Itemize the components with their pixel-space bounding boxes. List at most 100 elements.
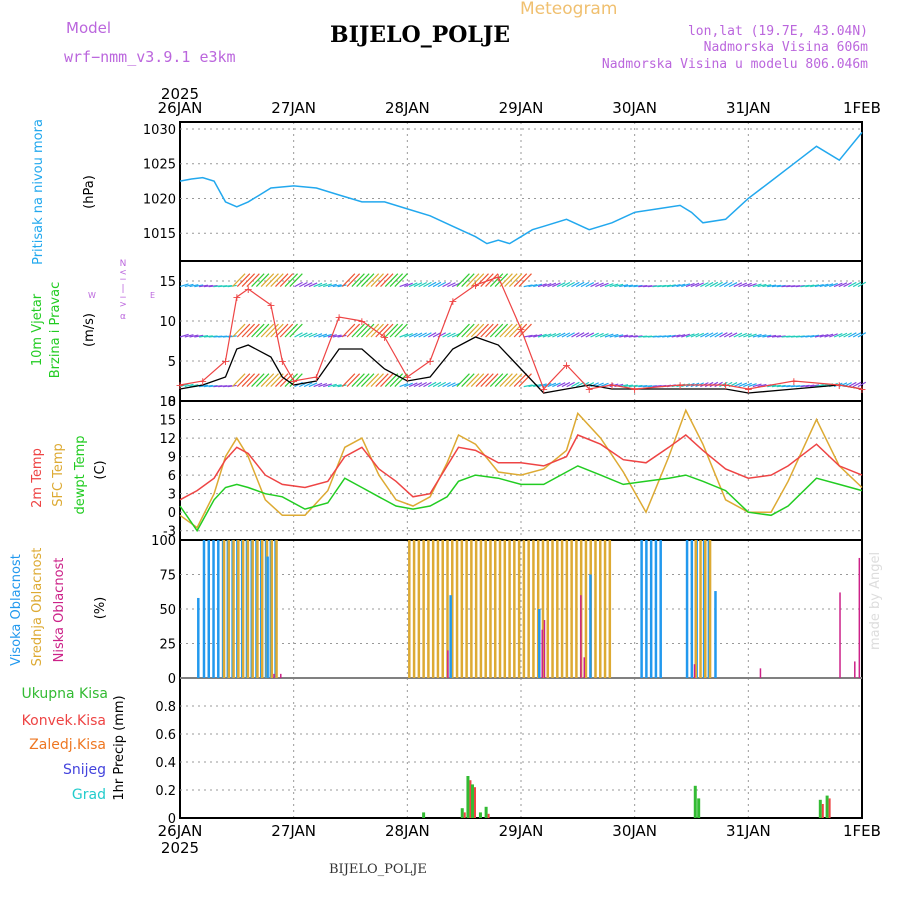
wind-barb xyxy=(442,332,451,338)
wind-barb xyxy=(614,334,624,338)
wind-barb xyxy=(504,273,518,288)
wind-barb xyxy=(255,323,270,338)
panel-frame-4 xyxy=(179,677,863,819)
wind-barb xyxy=(203,284,213,288)
wind-barb xyxy=(743,382,752,388)
sfc-temp-line xyxy=(179,408,863,529)
wind-barb xyxy=(365,323,380,338)
wind-barb xyxy=(776,284,786,288)
wind-barb xyxy=(733,282,743,288)
wind-barb xyxy=(399,333,409,338)
wind-barb xyxy=(275,373,289,388)
wind-barb xyxy=(609,333,619,338)
wind-barb xyxy=(676,334,686,338)
date-tick-top: 29JAN xyxy=(499,99,544,117)
wind-barb xyxy=(279,323,294,338)
wind-barb xyxy=(227,284,237,288)
wind-barb xyxy=(341,323,356,338)
wind-barb xyxy=(747,383,757,388)
wind-barb xyxy=(389,373,404,388)
cloud-mid-bar xyxy=(560,540,564,678)
y-tick-label: 18 xyxy=(159,395,176,410)
wind-barb xyxy=(323,383,333,388)
wind-barb xyxy=(480,373,494,388)
cloud-mid-bar xyxy=(508,540,511,678)
cloud-mid-bar xyxy=(237,540,240,678)
wind-barb xyxy=(408,282,418,288)
wind-barb xyxy=(356,323,370,338)
wind-barb xyxy=(604,333,614,338)
wind-barb xyxy=(776,335,786,338)
wind-barb xyxy=(184,383,194,388)
wind-barb xyxy=(485,273,499,288)
temp-2m-line xyxy=(179,434,863,501)
wind-barb xyxy=(619,284,629,288)
cloud-mid-bar xyxy=(503,540,507,678)
cloud-high-bar xyxy=(640,540,643,678)
wind-barb xyxy=(303,382,313,388)
wind-barb xyxy=(767,334,777,338)
wind-barb xyxy=(265,323,279,338)
panel-frame-0 xyxy=(179,121,863,262)
wind-barb xyxy=(341,373,356,388)
wind-barb xyxy=(852,332,862,338)
cloud-mid-bar xyxy=(256,540,259,678)
wind-barb xyxy=(375,323,389,338)
compass-mark: < xyxy=(119,268,127,278)
wind-barb xyxy=(294,281,303,288)
wind-barb xyxy=(294,332,303,338)
cloud-high-bar xyxy=(212,540,215,678)
wind-barb xyxy=(384,373,399,388)
cloud-mid-bar xyxy=(251,540,254,678)
y-tick-label: 15 xyxy=(159,275,176,290)
wind-barb xyxy=(265,373,279,388)
wind-barb xyxy=(580,281,590,288)
wind-barb xyxy=(571,332,580,338)
wind-barb xyxy=(499,323,513,338)
wind-barb xyxy=(432,281,442,288)
cloud-mid-bar xyxy=(541,540,545,678)
wind-barb xyxy=(819,333,829,338)
cloud-mid-bar xyxy=(517,540,521,678)
wind-barb xyxy=(480,273,494,288)
wind-barb xyxy=(337,384,347,388)
wind-barb xyxy=(413,282,423,288)
wind-barb xyxy=(489,273,504,288)
date-tick-top: 28JAN xyxy=(385,99,430,117)
wind-barb xyxy=(499,373,513,388)
gust-marker: + xyxy=(278,355,287,368)
wind-barb xyxy=(623,384,633,388)
wind-barb xyxy=(838,282,848,288)
cloud-mid-bar xyxy=(270,540,274,678)
wind-barb xyxy=(633,384,643,388)
wind-barb xyxy=(179,283,189,288)
wind-barb xyxy=(299,332,308,338)
wind-barb xyxy=(829,282,838,288)
gust-marker: + xyxy=(630,383,639,396)
cloud-high-bar xyxy=(538,609,541,678)
cloud-mid-bar xyxy=(408,540,411,678)
wind-barb xyxy=(413,332,423,338)
wind-barb xyxy=(523,384,533,388)
wind-barb xyxy=(700,332,709,338)
wind-barb xyxy=(733,382,743,388)
wind-barb xyxy=(480,323,494,338)
wind-barb xyxy=(585,332,595,338)
wind-barb xyxy=(523,334,533,338)
cloud-high-bar xyxy=(202,540,206,678)
wind-barb xyxy=(685,282,695,288)
wind-barb xyxy=(752,283,762,288)
precip-convective-bar xyxy=(828,798,831,818)
wind-barb xyxy=(260,323,275,338)
wind-barb xyxy=(232,273,246,288)
cloud-high-axis-label: Visoka Oblacnost xyxy=(9,554,24,666)
wind-barb xyxy=(318,333,328,338)
wind-barb xyxy=(662,334,672,338)
wind-barb xyxy=(351,323,365,338)
precip-convective-bar xyxy=(821,804,824,818)
wind-barb xyxy=(408,332,418,338)
cloud-high-bar xyxy=(207,540,211,678)
wind-barb xyxy=(690,333,700,338)
wind-barb xyxy=(303,332,313,338)
cloud-mid-bar xyxy=(694,540,697,678)
